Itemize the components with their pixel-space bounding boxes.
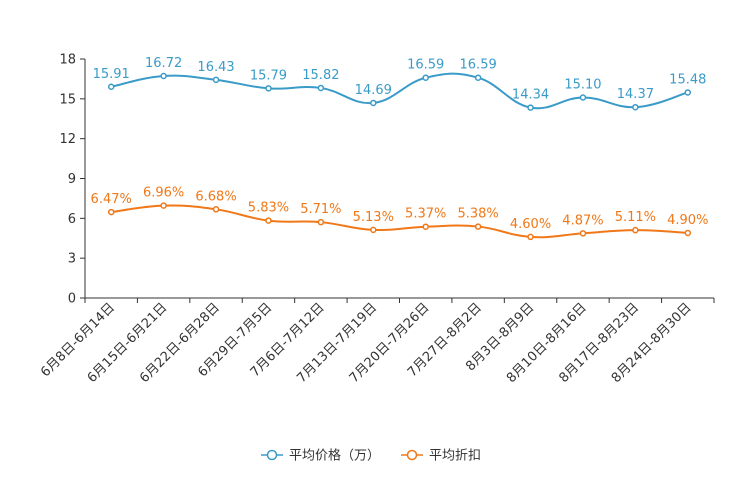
- series-2-data-label: 5.83%: [248, 201, 289, 216]
- series-line-2: [111, 204, 688, 239]
- series-2-data-label: 4.87%: [562, 213, 603, 228]
- y-tick-label: 6: [68, 212, 76, 227]
- y-tick-label: 9: [68, 172, 76, 187]
- series-1-data-label: 15.10: [564, 78, 601, 93]
- legend: 平均价格（万） 平均折扣: [261, 448, 481, 464]
- series-2-point[interactable]: [265, 217, 272, 224]
- series-1-point[interactable]: [579, 94, 587, 101]
- legend-circle-marker: [406, 449, 418, 461]
- series-2-point[interactable]: [632, 226, 639, 234]
- series-1-point[interactable]: [527, 104, 534, 111]
- legend-item-2[interactable]: 平均折扣: [401, 449, 481, 464]
- series-1-data-label: 14.69: [355, 83, 392, 98]
- series-2-data-label: 4.60%: [510, 217, 551, 232]
- legend-item-1[interactable]: 平均价格（万）: [261, 448, 380, 464]
- series-2-data-label: 4.90%: [667, 213, 708, 228]
- y-tick-label: 3: [68, 252, 76, 267]
- series-1-data-label: 15.79: [250, 68, 287, 83]
- series-1-data-label: 16.59: [407, 58, 444, 73]
- series-1-point[interactable]: [422, 74, 429, 81]
- legend-label: 平均价格（万）: [289, 448, 380, 464]
- series-1-point[interactable]: [160, 72, 167, 80]
- series-2-point[interactable]: [317, 218, 325, 226]
- series-1-data-label: 16.43: [197, 60, 234, 75]
- series-2-point[interactable]: [527, 233, 534, 241]
- series-2-point[interactable]: [579, 230, 587, 237]
- series-1-point[interactable]: [474, 74, 482, 81]
- series-2-data-label: 5.38%: [457, 207, 498, 222]
- legend-label: 平均折扣: [429, 449, 481, 464]
- series-2-data-label: 5.13%: [353, 210, 394, 225]
- series-layer: [107, 72, 692, 241]
- series-1-point[interactable]: [684, 89, 692, 96]
- series-1-point[interactable]: [265, 85, 272, 92]
- series-1-data-label: 16.72: [145, 56, 182, 71]
- series-1-data-label: 14.37: [617, 87, 654, 102]
- series-1-point[interactable]: [107, 83, 115, 91]
- y-tick-label: 18: [59, 53, 76, 68]
- series-1-data-label: 15.91: [93, 67, 130, 82]
- series-1-data-label: 15.48: [669, 72, 706, 87]
- y-tick-label: 15: [59, 92, 76, 107]
- series-2-point[interactable]: [474, 223, 482, 230]
- series-1-point[interactable]: [317, 84, 325, 92]
- series-1-data-label: 15.82: [302, 68, 339, 83]
- series-1-point[interactable]: [632, 103, 639, 111]
- series-2-point[interactable]: [422, 223, 429, 230]
- series-2-data-label: 6.68%: [195, 189, 236, 204]
- series-2-data-label: 5.37%: [405, 207, 446, 222]
- series-2-point[interactable]: [684, 229, 692, 237]
- series-2-data-label: 6.96%: [143, 186, 184, 201]
- series-1-data-label: 16.59: [460, 58, 497, 73]
- series-2-data-label: 5.11%: [615, 210, 656, 225]
- series-2-data-label: 6.47%: [91, 192, 132, 207]
- legend-circle-marker: [266, 449, 278, 461]
- data-labels: 15.91 16.72 16.43 15.79 15.82 14.69 16.59 16.59…: [91, 56, 709, 232]
- series-2-point[interactable]: [160, 202, 167, 209]
- series-1-point[interactable]: [212, 76, 220, 84]
- series-2-data-label: 5.71%: [300, 202, 341, 217]
- series-1-data-label: 14.34: [512, 88, 549, 103]
- series-line-1: [111, 72, 689, 110]
- series-2-point[interactable]: [370, 226, 377, 234]
- series-2-point[interactable]: [212, 206, 220, 213]
- series-1-point[interactable]: [370, 99, 377, 107]
- series-2-point[interactable]: [107, 208, 115, 216]
- y-tick-label: 0: [68, 292, 76, 307]
- y-tick-label: 12: [59, 132, 76, 147]
